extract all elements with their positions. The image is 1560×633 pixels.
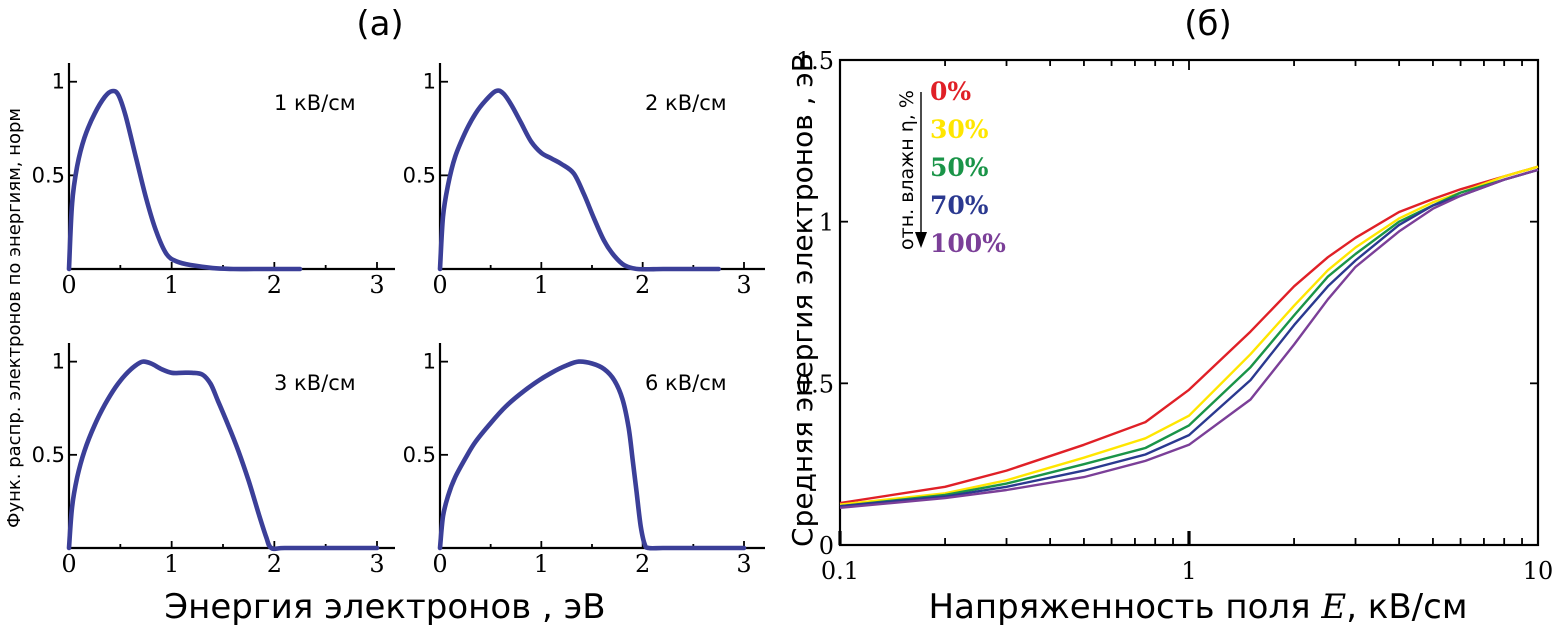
field-label: 2 кВ/см — [645, 91, 727, 115]
distribution-curve — [66, 359, 380, 552]
y-tick-label: 1 — [423, 70, 436, 94]
x-tick-label: 1 — [534, 550, 549, 578]
distribution-curve — [437, 359, 747, 551]
field-label: 6 кВ/см — [645, 371, 727, 395]
series-line-50pct — [839, 168, 1539, 508]
y-tick-label: 0.5 — [32, 163, 65, 187]
subplot-3: 0 1 2 3 0.5 1 3 кВ/см — [32, 343, 395, 578]
y-tick-label: 0 — [819, 532, 834, 560]
panel-b-x-label-var: E — [1320, 587, 1346, 627]
series-line-70pct — [839, 168, 1539, 508]
x-tick-label: 3 — [736, 550, 751, 578]
y-tick-label: 0.5 — [32, 443, 65, 467]
x-tick-label: 1 — [164, 550, 179, 578]
subplot-4: 0 1 2 3 0.5 1 6 кВ/см — [403, 343, 765, 578]
x-tick-label: 1 — [164, 271, 179, 299]
y-tick-label: 0.5 — [403, 443, 436, 467]
panel-b-x-label-unit: , кВ/см — [1346, 587, 1467, 627]
y-tick-label: 1 — [52, 350, 65, 374]
series-line-0pct — [839, 165, 1539, 505]
x-tick-label: 0.1 — [821, 557, 859, 585]
y-tick-label: 1 — [52, 70, 65, 94]
x-tick-label: 2 — [635, 550, 650, 578]
x-tick-label: 3 — [736, 271, 751, 299]
y-tick-label: 1 — [819, 209, 834, 237]
field-label: 3 кВ/см — [274, 371, 356, 395]
x-tick-label: 3 — [369, 550, 384, 578]
y-tick-label: 1 — [423, 350, 436, 374]
panel-b-x-label: Напряженность поля E, кВ/см — [929, 587, 1468, 627]
x-tick-label: 0 — [61, 550, 76, 578]
panel-a-x-label: Энергия электронов , эВ — [164, 587, 605, 627]
x-tick-label: 2 — [267, 271, 282, 299]
panel-b-y-label: Средняя энергия электронов , эВ — [786, 53, 819, 547]
x-tick-label: 10 — [1523, 557, 1554, 585]
x-tick-label: 2 — [267, 550, 282, 578]
panel-b-title: (б) — [1184, 4, 1232, 44]
field-label: 1 кВ/см — [274, 91, 356, 115]
subplot-2: 0 1 2 3 0.5 1 2 кВ/см — [403, 63, 765, 299]
legend-entry: 70% — [930, 191, 989, 220]
panel-a-y-label: Функ. распр. электронов по энергиям, нор… — [4, 108, 25, 528]
y-tick-label: 0.5 — [403, 163, 436, 187]
panel-a-subplots: 0 1 2 3 0.5 1 1 кВ/см 0 1 2 3 0.5 1 2 кВ/см 0 1 2 3 0.5 1 3 … — [32, 63, 765, 578]
distribution-curve — [437, 88, 721, 272]
x-tick-label: 1 — [1181, 557, 1196, 585]
series-line-100pct — [839, 168, 1539, 509]
panel-a-title: (a) — [356, 4, 403, 44]
legend-entry: 30% — [930, 115, 989, 144]
x-tick-label: 3 — [369, 271, 384, 299]
panel-b-x-label-text: Напряженность поля — [929, 587, 1322, 627]
legend-entry: 50% — [930, 153, 989, 182]
distribution-curve — [66, 88, 303, 272]
x-tick-label: 0 — [432, 550, 447, 578]
x-tick-label: 1 — [534, 271, 549, 299]
y-tick-label: 1.5 — [796, 47, 834, 75]
subplot-1: 0 1 2 3 0.5 1 1 кВ/см — [32, 63, 395, 299]
x-tick-label: 0 — [61, 271, 76, 299]
y-tick-label: 0.5 — [796, 370, 834, 398]
panel-b-chart: 0 0.5 1 1.5 0.1 1 10 отн. влажн η, % 0% 30% 50% 70%… — [796, 47, 1553, 585]
legend-entry: 100% — [930, 229, 1006, 258]
x-tick-label: 0 — [432, 271, 447, 299]
legend-title: отн. влажн η, % — [896, 90, 918, 250]
x-tick-label: 2 — [635, 271, 650, 299]
legend-arrow-head — [915, 232, 927, 248]
legend-entry: 0% — [930, 77, 971, 106]
